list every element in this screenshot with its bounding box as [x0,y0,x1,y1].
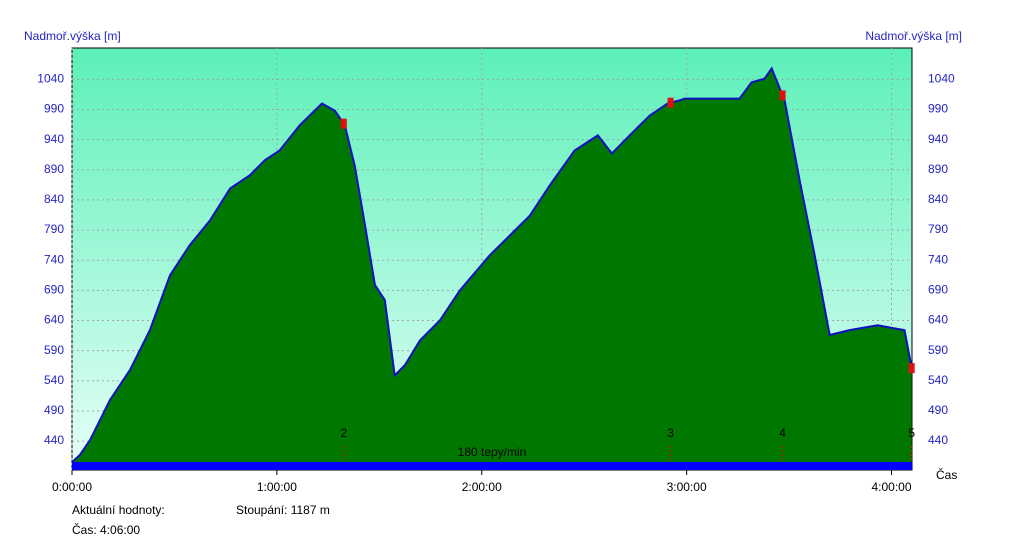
x-tick-label: 2:00:00 [462,480,502,494]
y-tick-label: 890 [44,162,64,176]
line [71,66,913,463]
y-tick-label: 690 [44,283,64,297]
lap-marker [340,118,347,129]
hr-band [72,462,912,470]
y-tick-label: 640 [44,313,64,327]
y-tick-label: 740 [44,252,64,266]
y-tick-label-right: 840 [928,192,948,206]
x-tick-label: 3:00:00 [667,480,707,494]
y-tick-label-right: 740 [928,252,948,266]
lap-label: 5 [908,426,915,440]
y-tick-label: 990 [44,102,64,116]
y-tick-label-right: 1040 [928,72,955,86]
band-label: 180 tepy/min [458,445,527,459]
y-tick-label: 540 [44,373,64,387]
x-axis-label: Čas [936,467,957,482]
y-tick-label: 940 [44,132,64,146]
y-tick-label: 590 [44,343,64,357]
y-tick-label: 440 [44,433,64,447]
y-tick-label-right: 590 [928,343,948,357]
y-tick-label-right: 990 [928,102,948,116]
y-tick-label-right: 690 [928,283,948,297]
x-tick-label: 1:00:00 [257,480,297,494]
lap-label: 3 [667,426,674,440]
y-tick-label: 1040 [37,72,64,86]
lap-marker [667,97,674,108]
y-tick-label-right: 640 [928,313,948,327]
y-tick-label-right: 490 [928,403,948,417]
summary-label: Aktuální hodnoty: [72,503,165,517]
lap-label: 4 [779,426,786,440]
time: Čas: 4:06:00 [72,522,140,536]
y-tick-label-right: 540 [928,373,948,387]
lap-marker [908,363,915,374]
y-tick-label: 790 [44,222,64,236]
lap-label: 2 [340,426,347,440]
y-tick-label: 490 [44,403,64,417]
y-tick-label-right: 890 [928,162,948,176]
ascent: Stoupání: 1187 m [236,503,330,517]
y-axis-label-right: Nadmoř.výška [m] [865,29,962,43]
x-tick-label: 4:00:00 [871,480,911,494]
y-tick-label: 840 [44,192,64,206]
y-tick-label-right: 440 [928,433,948,447]
y-axis-label-left: Nadmoř.výška [m] [24,29,121,43]
area [72,68,912,470]
y-tick-label-right: 940 [928,132,948,146]
x-tick-label: 0:00:00 [52,480,92,494]
y-tick-label-right: 790 [928,222,948,236]
lap-marker [779,90,786,101]
